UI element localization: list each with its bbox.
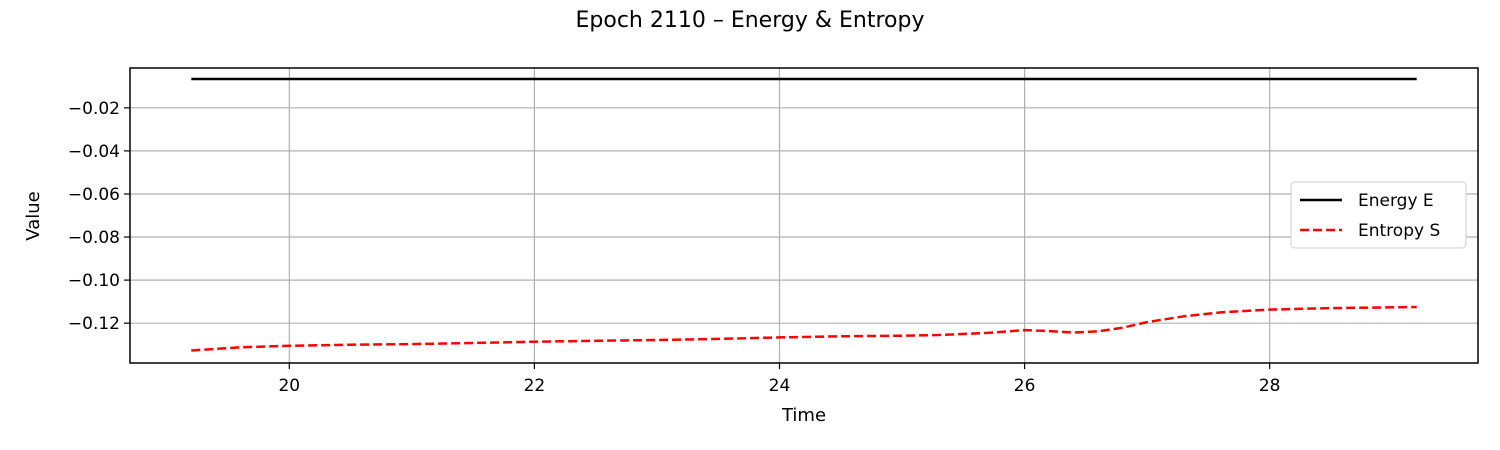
x-tick-label: 20 xyxy=(278,376,300,396)
y-tick-label: −0.08 xyxy=(68,228,120,248)
legend-label: Energy E xyxy=(1358,191,1434,211)
series-lines xyxy=(191,77,1417,352)
plot-background xyxy=(130,68,1478,363)
x-axis-label: Time xyxy=(781,405,826,426)
x-axis-ticks: 20 22 24 26 28 xyxy=(278,363,1280,396)
chart-title: Epoch 2110 – Energy & Entropy xyxy=(576,8,925,33)
y-tick-label: −0.10 xyxy=(68,271,120,291)
grid-lines xyxy=(130,68,1478,363)
series-line-entropy-s xyxy=(191,305,1417,352)
y-axis-label: Value xyxy=(23,191,44,240)
legend-box xyxy=(1290,181,1467,249)
x-tick-label: 22 xyxy=(524,376,546,396)
y-tick-label: −0.04 xyxy=(68,142,120,162)
x-tick-label: 28 xyxy=(1259,376,1281,396)
legend: Energy E Entropy S xyxy=(1290,181,1467,249)
y-tick-label: −0.06 xyxy=(68,185,120,205)
y-axis-ticks: −0.02 −0.04 −0.06 −0.08 −0.10 −0.12 xyxy=(68,99,130,334)
y-tick-label: −0.02 xyxy=(68,99,120,119)
plot-frame xyxy=(129,67,1479,364)
legend-label: Entropy S xyxy=(1358,221,1440,241)
y-tick-label: −0.12 xyxy=(68,314,120,334)
x-tick-label: 24 xyxy=(769,376,791,396)
x-tick-label: 26 xyxy=(1014,376,1036,396)
